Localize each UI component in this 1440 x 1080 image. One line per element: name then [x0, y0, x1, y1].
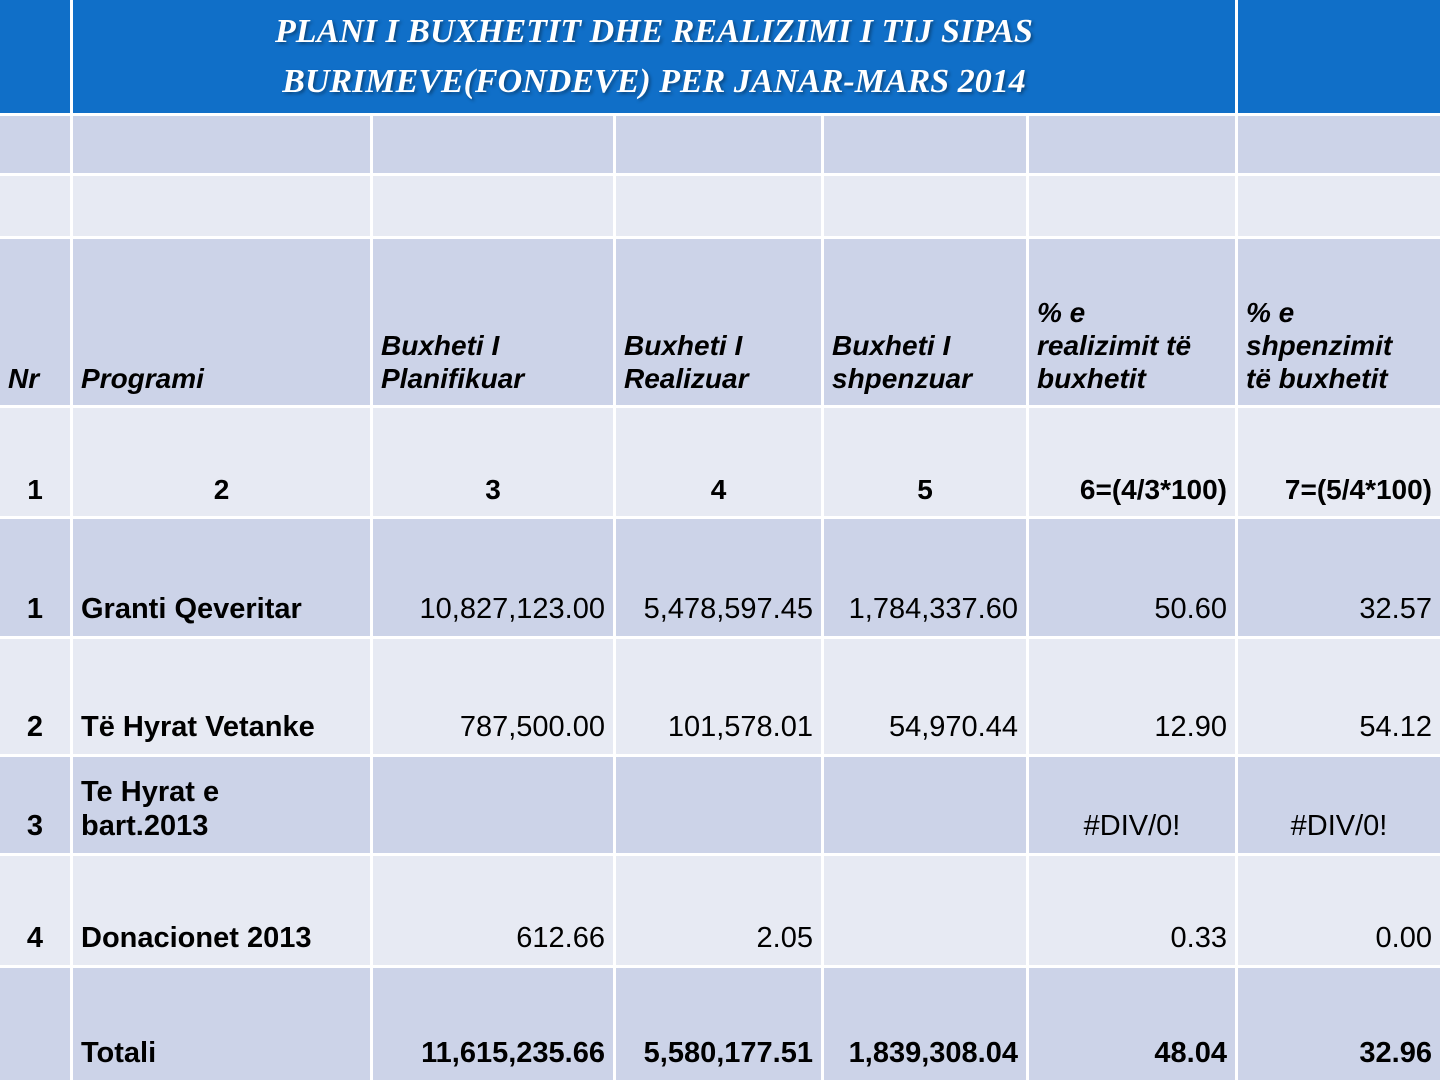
- title-row-right-cell: [1238, 0, 1440, 113]
- row2-perc-shpenzimit: 54.12: [1238, 639, 1440, 754]
- spacer-cell: [1238, 176, 1440, 236]
- row4-perc-shpenzimit: 0.00: [1238, 856, 1440, 965]
- spacer-cell: [0, 116, 70, 173]
- spacer-cell: [824, 176, 1026, 236]
- title-row-left-cell: [0, 0, 70, 113]
- total-perc-shpenzimit: 32.96: [1238, 968, 1440, 1080]
- row3-perc-shpenzimit-error: #DIV/0!: [1238, 757, 1440, 853]
- spacer-cell: [824, 116, 1026, 173]
- spacer-cell: [616, 116, 821, 173]
- total-label: Totali: [73, 968, 370, 1080]
- slide-title: PLANI I BUXHETIT DHE REALIZIMI I TIJ SIP…: [73, 0, 1235, 113]
- total-nr: [0, 968, 70, 1080]
- spacer-cell: [73, 116, 370, 173]
- header-buxheti-shpenzuar: Buxheti I shpenzuar: [824, 239, 1026, 405]
- row4-shpenzuar: [824, 856, 1026, 965]
- index-col-4: 4: [616, 408, 821, 516]
- row2-perc-realizimit: 12.90: [1029, 639, 1235, 754]
- row2-programi: Të Hyrat Vetanke: [73, 639, 370, 754]
- index-col-7-formula: 7=(5/4*100): [1238, 408, 1440, 516]
- spacer-cell: [1238, 116, 1440, 173]
- row4-programi: Donacionet 2013: [73, 856, 370, 965]
- row1-perc-shpenzimit: 32.57: [1238, 519, 1440, 636]
- header-programi: Programi: [73, 239, 370, 405]
- spacer-cell: [616, 176, 821, 236]
- row3-nr: 3: [0, 757, 70, 853]
- index-col-3: 3: [373, 408, 613, 516]
- total-shpenzuar: 1,839,308.04: [824, 968, 1026, 1080]
- index-col-2: 2: [73, 408, 370, 516]
- row2-shpenzuar: 54,970.44: [824, 639, 1026, 754]
- row2-planifikuar: 787,500.00: [373, 639, 613, 754]
- row1-programi: Granti Qeveritar: [73, 519, 370, 636]
- total-realizuar: 5,580,177.51: [616, 968, 821, 1080]
- row4-nr: 4: [0, 856, 70, 965]
- header-buxheti-realizuar: Buxheti I Realizuar: [616, 239, 821, 405]
- header-perc-shpenzimit: % e shpenzimit të buxhetit: [1238, 239, 1440, 405]
- header-perc-realizimit: % e realizimit të buxhetit: [1029, 239, 1235, 405]
- spacer-cell: [373, 116, 613, 173]
- row3-perc-realizimit-error: #DIV/0!: [1029, 757, 1235, 853]
- row1-perc-realizimit: 50.60: [1029, 519, 1235, 636]
- row2-nr: 2: [0, 639, 70, 754]
- row3-shpenzuar: [824, 757, 1026, 853]
- row1-shpenzuar: 1,784,337.60: [824, 519, 1026, 636]
- header-buxheti-planifikuar: Buxheti I Planifikuar: [373, 239, 613, 405]
- row3-programi: Te Hyrat e bart.2013: [73, 757, 370, 853]
- row1-nr: 1: [0, 519, 70, 636]
- total-planifikuar: 11,615,235.66: [373, 968, 613, 1080]
- header-nr: Nr: [0, 239, 70, 405]
- row4-planifikuar: 612.66: [373, 856, 613, 965]
- spacer-cell: [73, 176, 370, 236]
- spacer-cell: [373, 176, 613, 236]
- row3-realizuar: [616, 757, 821, 853]
- index-col-1: 1: [0, 408, 70, 516]
- row2-realizuar: 101,578.01: [616, 639, 821, 754]
- row1-realizuar: 5,478,597.45: [616, 519, 821, 636]
- index-col-6-formula: 6=(4/3*100): [1029, 408, 1235, 516]
- index-col-5: 5: [824, 408, 1026, 516]
- total-perc-realizimit: 48.04: [1029, 968, 1235, 1080]
- spacer-cell: [0, 176, 70, 236]
- row1-planifikuar: 10,827,123.00: [373, 519, 613, 636]
- row4-realizuar: 2.05: [616, 856, 821, 965]
- spacer-cell: [1029, 116, 1235, 173]
- row3-planifikuar: [373, 757, 613, 853]
- spacer-cell: [1029, 176, 1235, 236]
- row4-perc-realizimit: 0.33: [1029, 856, 1235, 965]
